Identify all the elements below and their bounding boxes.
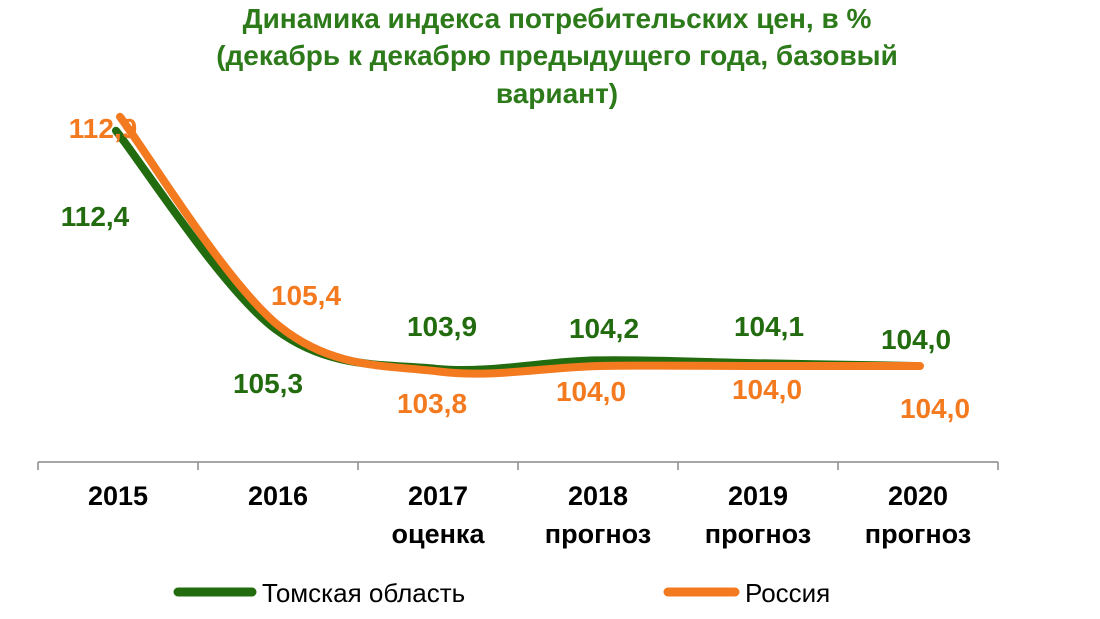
series-lines [112,112,924,378]
x-tick-label: прогноз [705,519,811,549]
title-line-3: вариант) [496,78,618,109]
data-label: 104,0 [900,393,970,424]
data-label: 104,0 [732,374,802,405]
x-axis: 2015 2016 2017 оценка 2018 прогноз 2019 прогноз… [37,461,999,549]
title-line-1: Динамика индекса потребительских цен, в … [243,3,872,34]
x-tick-label: 2020 [888,481,948,511]
data-label: 104,0 [881,324,951,355]
x-tick-label: прогноз [865,519,971,549]
chart-title: Динамика индекса потребительских цен, в … [216,3,898,109]
data-label: 104,0 [556,376,626,407]
data-label: 103,9 [407,311,477,342]
x-tick-label: 2016 [248,481,308,511]
data-label: 112,4 [61,201,130,232]
legend-label-2: Россия [745,578,830,608]
data-label: 103,8 [397,388,467,419]
series-line-2 [116,112,924,378]
x-tick-label: прогноз [545,519,651,549]
title-line-2: (декабрь к декабрю предыдущего года, баз… [216,40,898,71]
legend: Томская область Россия [173,578,830,608]
x-tick-label: 2015 [88,481,148,511]
data-label: 104,2 [569,313,639,344]
x-tick-label: оценка [392,519,486,549]
data-labels: 112,4 105,3 103,9 104,2 104,1 104,0 112,9 105,4… [61,113,970,424]
data-label: 105,4 [271,280,341,311]
data-label: 105,3 [233,368,303,399]
x-tick-label: 2017 [408,481,468,511]
x-tick-label: 2018 [568,481,628,511]
data-label: 112,9 [69,113,138,144]
legend-label-1: Томская область [262,578,465,608]
x-tick-label: 2019 [728,481,788,511]
data-label: 104,1 [734,311,804,342]
